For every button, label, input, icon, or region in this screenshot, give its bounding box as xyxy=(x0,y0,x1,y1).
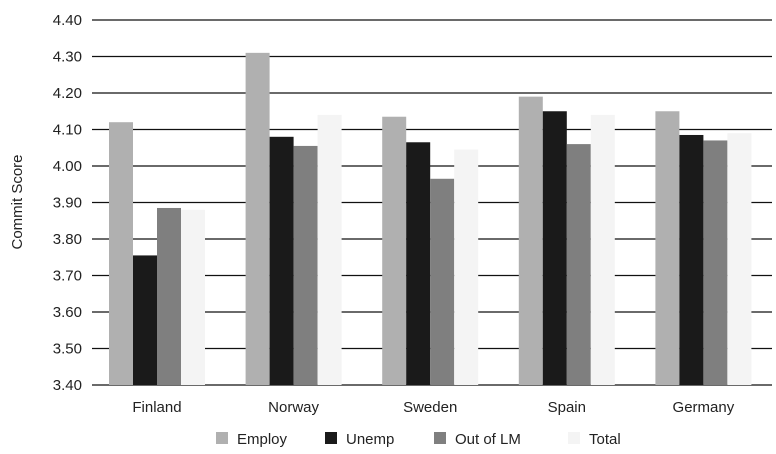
y-tick-label: 4.00 xyxy=(53,158,82,175)
legend-swatch-employ xyxy=(216,432,228,444)
bar-unemp-finland xyxy=(133,255,157,385)
bar-total-finland xyxy=(181,209,205,385)
y-tick-label: 4.40 xyxy=(53,12,82,29)
legend-swatch-total xyxy=(568,432,580,444)
bar-unemp-norway xyxy=(269,136,294,385)
y-tick-label: 3.70 xyxy=(53,268,82,285)
bar-total-germany xyxy=(727,133,752,385)
bar-unemp-sweden xyxy=(406,142,431,385)
legend-label-employ: Employ xyxy=(237,431,288,448)
y-tick-label: 3.80 xyxy=(53,231,82,248)
bar-out-of-lm-norway xyxy=(293,145,318,385)
bar-total-norway xyxy=(317,114,342,386)
bar-employ-norway xyxy=(245,52,270,385)
legend-label-total: Total xyxy=(589,431,621,448)
bar-total-spain xyxy=(590,114,615,386)
x-category-label: Norway xyxy=(268,399,319,416)
y-tick-label: 3.40 xyxy=(53,377,82,394)
y-tick-label: 4.10 xyxy=(53,122,82,139)
bars xyxy=(109,52,752,386)
bar-out-of-lm-finland xyxy=(157,207,181,385)
y-tick-label: 3.50 xyxy=(53,341,82,358)
y-axis-ticks: 3.40 3.50 3.60 3.70 3.80 3.90 4.00 4.10 4.20 4.30… xyxy=(53,12,82,394)
y-tick-label: 4.30 xyxy=(53,49,82,66)
x-axis-categories: Finland Norway Sweden Spain Germany xyxy=(132,399,734,416)
x-category-label: Sweden xyxy=(403,399,457,416)
legend-swatch-unemp xyxy=(325,432,337,444)
bar-employ-spain xyxy=(518,96,543,386)
legend-label-unemp: Unemp xyxy=(346,431,394,448)
bar-out-of-lm-sweden xyxy=(430,178,455,385)
bar-out-of-lm-spain xyxy=(566,144,591,385)
bar-unemp-germany xyxy=(679,134,704,385)
bar-out-of-lm-germany xyxy=(703,140,728,385)
x-category-label: Finland xyxy=(132,399,181,416)
y-tick-label: 4.20 xyxy=(53,85,82,102)
bar-employ-finland xyxy=(109,122,133,385)
legend-label-out-of-lm: Out of LM xyxy=(455,431,521,448)
bar-employ-germany xyxy=(655,111,680,385)
x-category-label: Spain xyxy=(548,399,586,416)
bar-unemp-spain xyxy=(542,111,567,385)
legend-swatch-out-of-lm xyxy=(434,432,446,444)
y-axis-title: Commit Score xyxy=(9,154,26,249)
y-tick-label: 3.90 xyxy=(53,195,82,212)
bar-employ-sweden xyxy=(382,116,407,385)
bar-total-sweden xyxy=(454,149,479,385)
x-category-label: Germany xyxy=(673,399,735,416)
legend: Employ Unemp Out of LM Total xyxy=(216,431,621,448)
y-tick-label: 3.60 xyxy=(53,304,82,321)
